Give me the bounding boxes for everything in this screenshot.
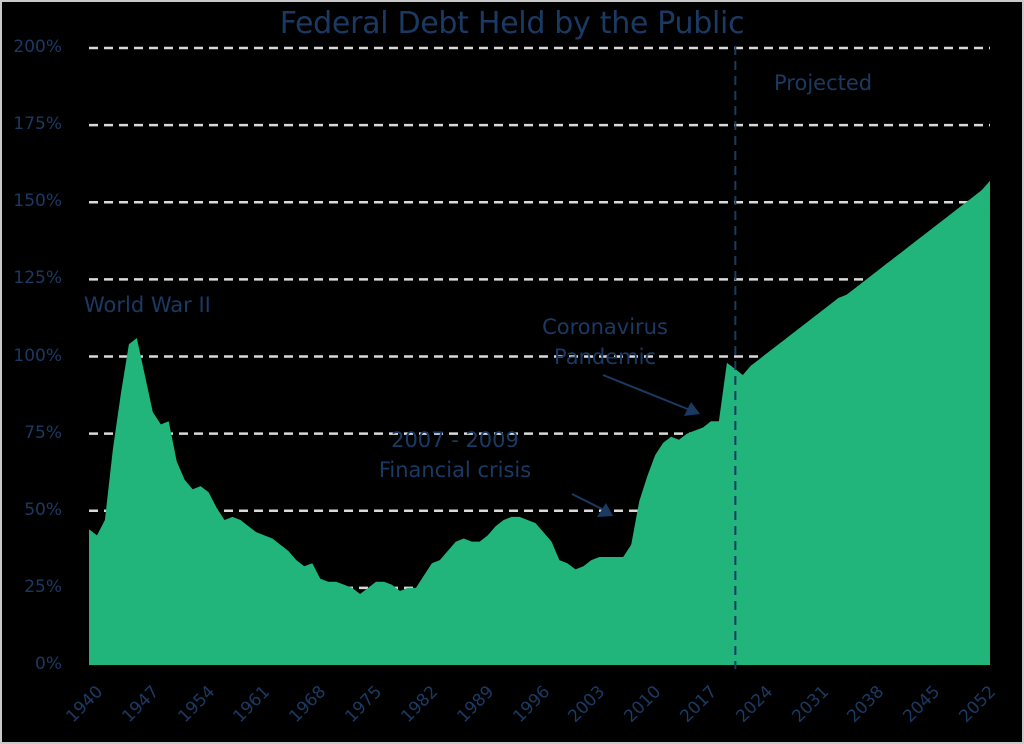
y-tick-label: 150% bbox=[13, 191, 62, 212]
annotation-arrows bbox=[571, 374, 700, 517]
y-tick-label: 125% bbox=[13, 268, 62, 289]
annotation-projected: Projected bbox=[774, 71, 873, 95]
y-tick-label: 50% bbox=[24, 499, 62, 520]
y-tick-label: 200% bbox=[13, 37, 62, 57]
arrowhead-icon bbox=[684, 402, 700, 416]
y-tick-label: 175% bbox=[13, 114, 62, 135]
arrowhead-icon bbox=[597, 503, 613, 517]
annotation-financial-crisis: 2007 - 2009 Financial crisis bbox=[378, 428, 532, 482]
debt-area bbox=[89, 180, 990, 665]
annotation-pandemic: Coronavirus Pandemic bbox=[542, 315, 668, 369]
financial-crisis-arrow bbox=[571, 493, 605, 511]
y-tick-label: 100% bbox=[13, 345, 62, 366]
y-tick-label: 25% bbox=[24, 576, 62, 597]
pandemic-arrow bbox=[602, 374, 691, 411]
chart-title: Federal Debt Held by the Public bbox=[279, 6, 745, 41]
y-tick-label: 0% bbox=[35, 654, 62, 674]
y-tick-label: 75% bbox=[24, 422, 62, 443]
annotation-world-war-ii: World War II bbox=[84, 293, 211, 317]
